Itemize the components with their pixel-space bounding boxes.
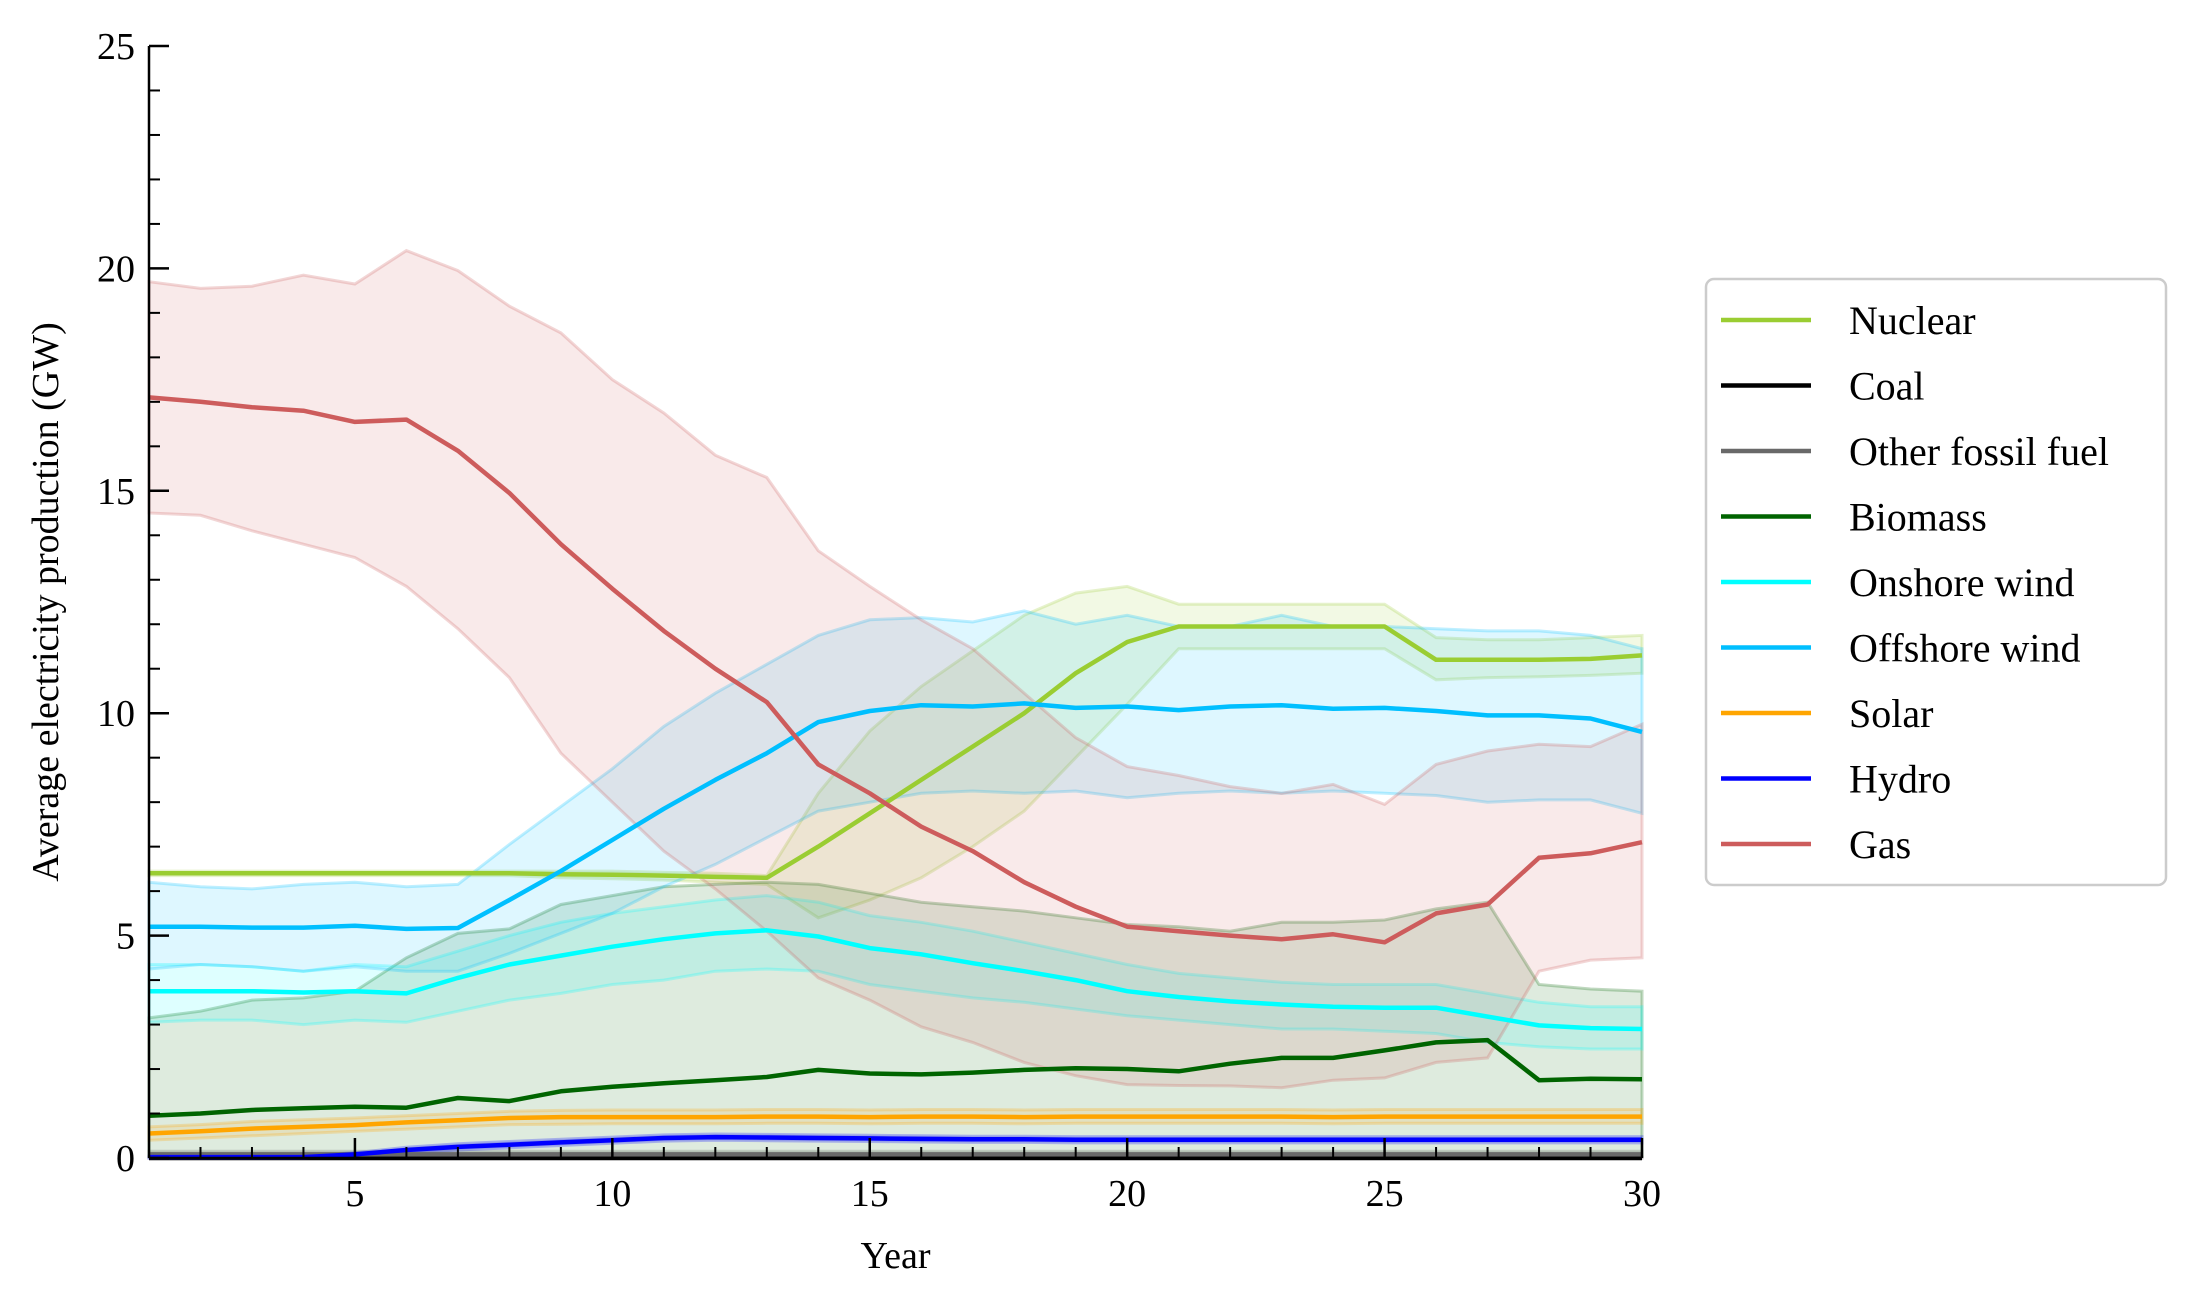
y-tick-label: 0 [116, 1138, 135, 1180]
legend-label-gas: Gas [1849, 822, 1911, 867]
line-onshore-wind [149, 928, 1643, 1032]
band-onshore-wind [147, 894, 1644, 1051]
legend-label-onshore-wind: Onshore wind [1849, 560, 2075, 605]
legend-label-nuclear: Nuclear [1849, 298, 1976, 343]
line-biomass [148, 1037, 1643, 1118]
x-tick-label: 30 [1623, 1173, 1661, 1215]
legend-label-coal: Coal [1849, 364, 1925, 409]
line-offshore-wind [149, 701, 1643, 932]
x-tick-label: 25 [1366, 1173, 1404, 1215]
legend-label-hydro: Hydro [1849, 757, 1951, 802]
x-tick-label: 5 [345, 1173, 364, 1215]
axes: 0 5 10 15 20 25 5 10 15 20 25 30 [97, 26, 1661, 1215]
band-nuclear [147, 584, 1644, 920]
confidence-bands [147, 248, 1644, 1160]
y-axis-label: Average electricity production (GW) [25, 322, 67, 882]
x-tick-label: 15 [851, 1173, 889, 1215]
y-tick-label: 5 [116, 916, 135, 958]
band-gas [147, 248, 1644, 1090]
legend-label-solar: Solar [1849, 691, 1933, 736]
legend-label-offshore-wind: Offshore wind [1849, 626, 2080, 671]
legend-frame [1704, 277, 2168, 887]
y-tick-label: 15 [97, 471, 135, 513]
x-tick-label: 10 [593, 1173, 631, 1215]
band-offshore-wind [147, 609, 1644, 973]
line-nuclear [149, 624, 1643, 881]
legend-label-other-fossil-fuel: Other fossil fuel [1849, 429, 2109, 474]
y-tick-label: 20 [97, 248, 135, 290]
x-axis-label: Year [860, 1235, 930, 1277]
y-tick-label: 10 [97, 693, 135, 735]
line-gas [148, 395, 1643, 945]
line-solar [148, 1114, 1642, 1136]
line-hydro [149, 1134, 1642, 1160]
legend: Nuclear Coal Other fossil fuel Biomass Onsho… [1704, 277, 2168, 887]
x-tick-label: 20 [1108, 1173, 1146, 1215]
legend-label-biomass: Biomass [1849, 495, 1987, 540]
y-tick-label: 25 [97, 26, 135, 68]
